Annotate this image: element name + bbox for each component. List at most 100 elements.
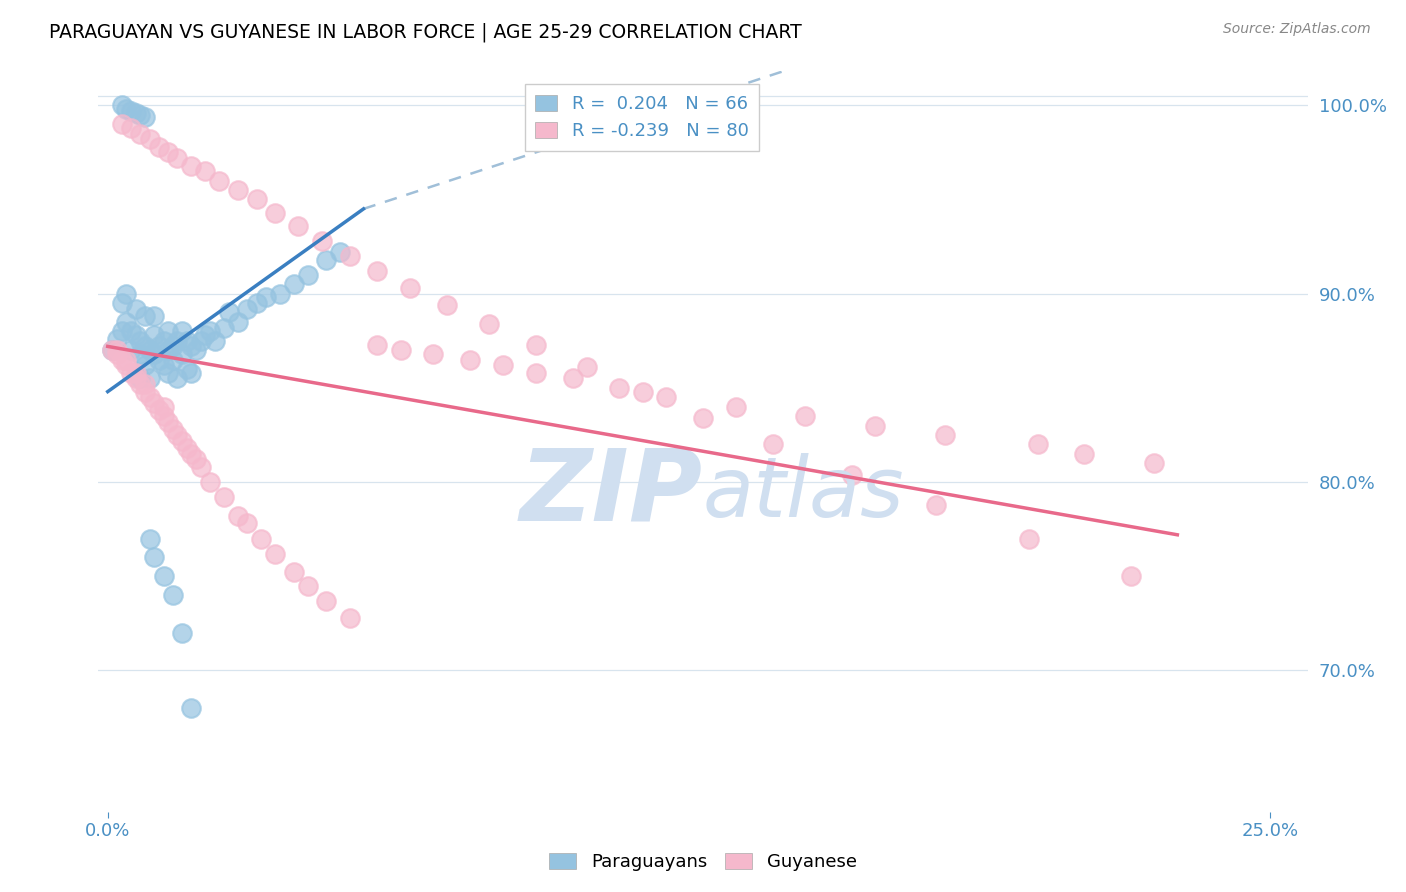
Point (115, 102, 138, 116)
Point (1018, 532, 1040, 546)
Text: Source: ZipAtlas.com: Source: ZipAtlas.com (1223, 22, 1371, 37)
Point (287, 219, 309, 233)
Point (607, 381, 630, 395)
Point (283, 277, 305, 292)
Point (198, 475, 221, 489)
Point (180, 339, 202, 353)
Point (148, 352, 170, 367)
Point (245, 296, 267, 310)
Point (124, 301, 146, 316)
Point (120, 366, 142, 380)
Point (157, 324, 180, 338)
Point (143, 347, 166, 361)
Point (176, 334, 198, 348)
Point (180, 701, 202, 715)
Point (478, 317, 501, 331)
Point (245, 193, 267, 207)
Point (115, 286, 138, 301)
Point (1026, 437, 1049, 451)
Point (1143, 456, 1166, 470)
Point (204, 334, 226, 348)
Point (366, 264, 388, 278)
Point (111, 352, 134, 367)
Point (166, 334, 188, 348)
Point (120, 343, 142, 358)
Point (176, 441, 198, 455)
Point (264, 205, 287, 219)
Legend: Paraguayans, Guyanese: Paraguayans, Guyanese (543, 846, 863, 879)
Point (143, 310, 166, 324)
Point (129, 108, 152, 122)
Point (180, 366, 202, 380)
Point (124, 366, 146, 380)
Point (226, 315, 249, 329)
Point (575, 360, 598, 375)
Point (124, 105, 146, 120)
Point (366, 337, 388, 351)
Point (129, 334, 152, 348)
Point (190, 460, 212, 475)
Point (180, 159, 202, 173)
Point (129, 371, 152, 385)
Point (655, 390, 678, 404)
Point (208, 173, 231, 187)
Point (152, 569, 174, 583)
Point (143, 328, 166, 343)
Point (212, 490, 235, 504)
Point (162, 352, 184, 367)
Point (166, 428, 188, 442)
Point (297, 268, 319, 282)
Point (124, 328, 146, 343)
Point (762, 437, 785, 451)
Point (152, 400, 174, 414)
Point (148, 139, 170, 153)
Point (143, 550, 166, 565)
Point (315, 252, 337, 267)
Point (129, 377, 152, 392)
Point (436, 298, 458, 312)
Point (138, 132, 160, 146)
Point (138, 343, 160, 358)
Point (172, 625, 194, 640)
Point (254, 290, 277, 304)
Point (250, 532, 273, 546)
Point (184, 452, 207, 467)
Point (157, 145, 180, 160)
Point (1073, 447, 1095, 461)
Point (492, 358, 515, 372)
Point (218, 305, 240, 319)
Point (236, 301, 259, 316)
Point (1119, 569, 1142, 583)
Point (129, 347, 152, 361)
Text: atlas: atlas (703, 453, 904, 534)
Point (166, 151, 188, 165)
Point (120, 324, 142, 338)
Point (264, 547, 287, 561)
Point (101, 343, 124, 358)
Point (236, 516, 259, 531)
Point (148, 339, 170, 353)
Point (166, 371, 188, 385)
Point (115, 358, 138, 372)
Point (124, 371, 146, 385)
Point (297, 579, 319, 593)
Point (134, 110, 156, 124)
Point (311, 234, 333, 248)
Point (172, 434, 194, 448)
Point (134, 310, 156, 324)
Point (129, 127, 152, 141)
Point (120, 103, 142, 118)
Text: PARAGUAYAN VS GUYANESE IN LABOR FORCE | AGE 25-29 CORRELATION CHART: PARAGUAYAN VS GUYANESE IN LABOR FORCE | … (49, 22, 801, 42)
Point (111, 296, 134, 310)
Point (111, 98, 134, 112)
Point (389, 343, 412, 358)
Point (152, 358, 174, 372)
Point (162, 588, 184, 602)
Point (184, 343, 207, 358)
Legend: R =  0.204   N = 66, R = -0.239   N = 80: R = 0.204 N = 66, R = -0.239 N = 80 (524, 84, 759, 152)
Point (226, 183, 249, 197)
Point (212, 320, 235, 334)
Point (399, 281, 422, 295)
Point (115, 352, 138, 367)
Point (190, 334, 212, 348)
